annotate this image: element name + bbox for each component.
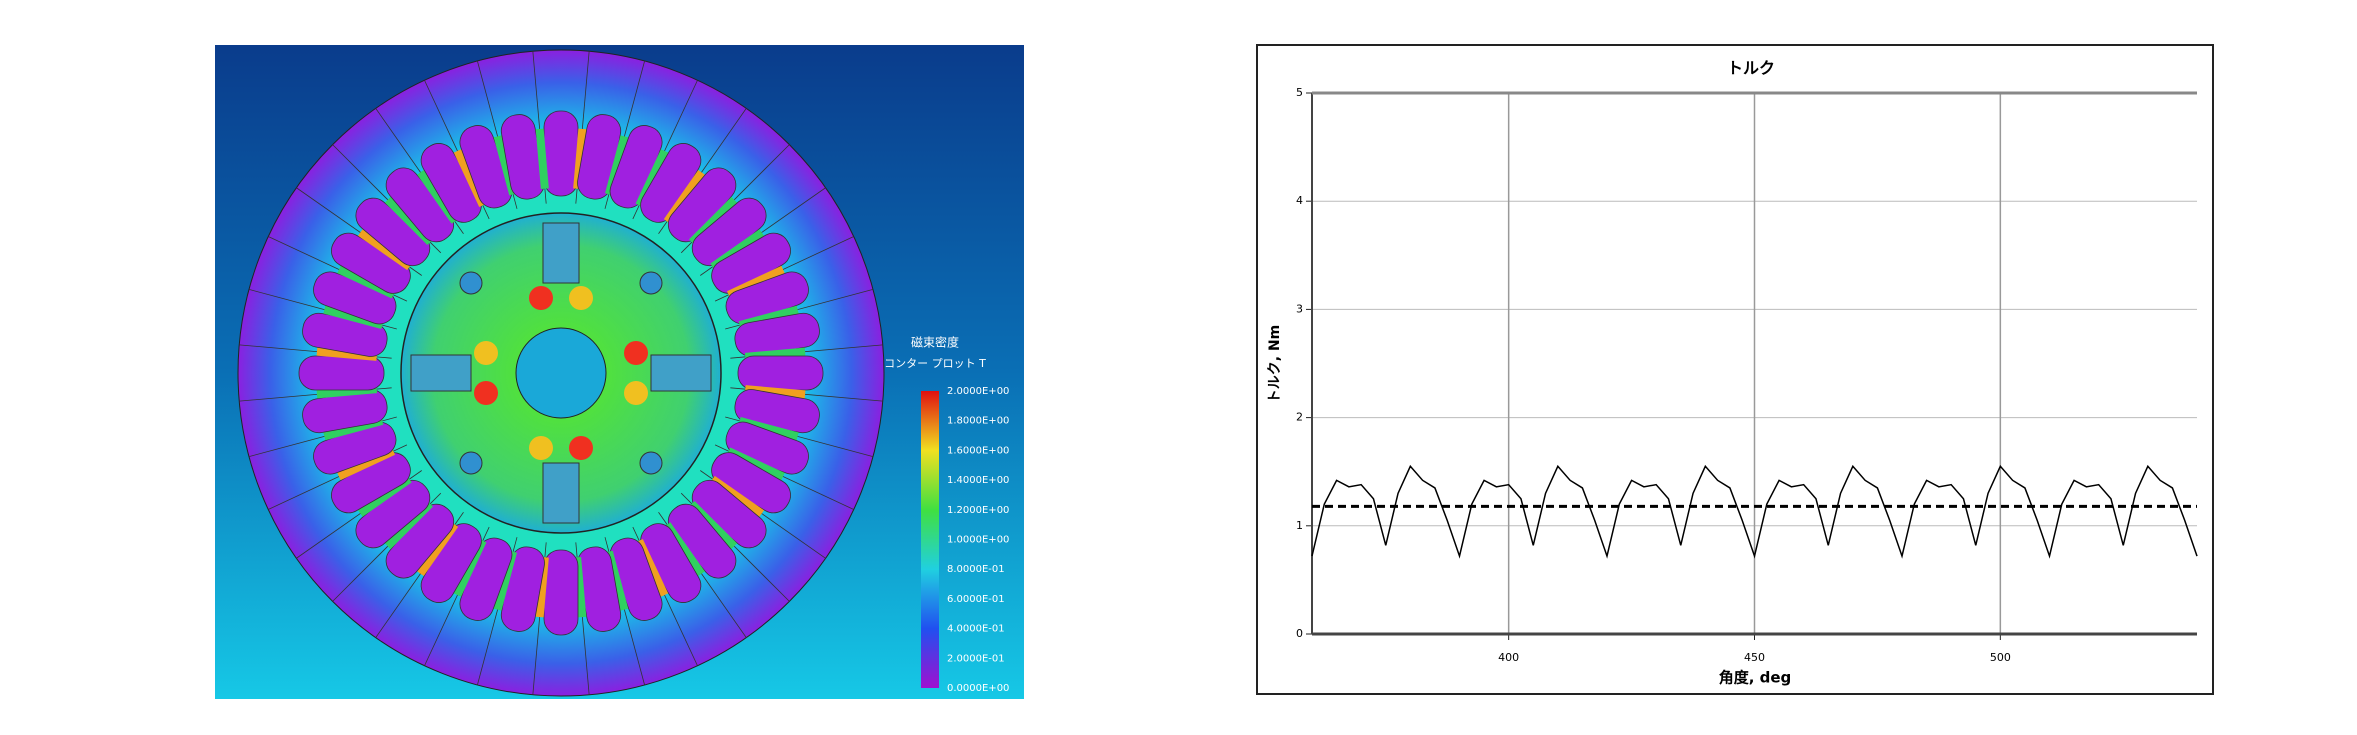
torque-line [1311, 464, 2198, 559]
rotor-hotspot [624, 381, 648, 405]
legend-label: 1.0000E+00 [947, 535, 1009, 546]
torque-chart: トルク 角度, deg トルク, Nm 0 1 2 3 4 5 400 450 500 [1256, 44, 2214, 695]
x-tick-label: 500 [1990, 651, 2011, 664]
y-tick-label: 5 [1296, 86, 1303, 99]
rotor-pole [459, 436, 593, 524]
legend-label: 2.0000E+00 [947, 386, 1009, 397]
rotor-magnet [410, 354, 472, 392]
rotor-magnet [542, 462, 580, 524]
tooth-hotspot [535, 556, 549, 618]
chart-frame [1256, 44, 2214, 695]
legend-label: 0.0000E+00 [947, 683, 1009, 694]
legend-label: 1.2000E+00 [947, 505, 1009, 516]
tooth-hotspot [316, 347, 378, 361]
y-axis-label: トルク, Nm [1267, 325, 1283, 404]
rotor-hotspot [569, 436, 593, 460]
y-tick-label: 4 [1296, 194, 1303, 207]
rotor-magnet [650, 354, 712, 392]
chart-title: トルク [1727, 59, 1775, 78]
rotor-pole [410, 271, 498, 405]
tooth-hotspot [744, 385, 806, 399]
legend-label: 1.4000E+00 [947, 475, 1009, 486]
rotor-hotspot [624, 341, 648, 365]
rotor-hole [459, 451, 483, 475]
stator-slot [543, 110, 579, 197]
y-tick-label: 3 [1296, 302, 1303, 315]
legend-title: 磁束密度 [911, 335, 959, 350]
tooth-hotspot [417, 522, 459, 576]
x-axis-label: 角度, deg [1719, 669, 1792, 687]
tooth-hotspot [605, 135, 629, 196]
tooth-hotspot [323, 305, 384, 329]
tooth-hotspot [726, 447, 785, 481]
shaft [515, 327, 607, 419]
legend-label: 2.0000E-01 [947, 653, 1005, 664]
stator-slot [737, 355, 824, 391]
rotor-pole [624, 341, 712, 475]
y-tick-label: 2 [1296, 411, 1303, 424]
tooth-hotspot [535, 128, 549, 190]
rotor-hotspot [474, 341, 498, 365]
rotor-hotspot [529, 286, 553, 310]
legend-label: 1.6000E+00 [947, 445, 1009, 456]
rotor-hole [639, 451, 663, 475]
legend-label: 8.0000E-01 [947, 564, 1005, 575]
legend-subtitle: コンター プロット T [884, 357, 986, 370]
y-tick-label: 1 [1296, 519, 1303, 532]
tooth-hotspot [663, 170, 705, 224]
tooth-hotspot [710, 475, 764, 517]
stator-slots [239, 51, 883, 695]
tooth-hotspot [738, 417, 799, 441]
legend-label: 6.0000E-01 [947, 594, 1005, 605]
tooth-hotspot [453, 538, 487, 597]
tooth-hotspot [358, 229, 412, 271]
color-bar [921, 391, 939, 688]
tooth-hotspot [337, 265, 396, 299]
stator-slot [298, 355, 385, 391]
simulation-panel: 磁束密度 コンター プロット T 2.0000E+00 1.8000E+00 1.6… [215, 45, 1024, 699]
y-tick-label: 0 [1296, 627, 1303, 640]
rotor-hole [639, 271, 663, 295]
rotor-magnet [542, 222, 580, 284]
rotor-pole [529, 222, 663, 310]
rotor-hotspot [529, 436, 553, 460]
legend-label: 1.8000E+00 [947, 416, 1009, 427]
x-tick-label: 400 [1498, 651, 1519, 664]
x-tick-label: 450 [1744, 651, 1765, 664]
tooth-hotspot [635, 149, 669, 208]
legend-label: 4.0000E-01 [947, 624, 1005, 635]
rotor-hole [459, 271, 483, 295]
tooth-hotspot [493, 550, 517, 611]
rotor-hotspot [474, 381, 498, 405]
tooth-hotspot [573, 128, 587, 190]
stator-slot [543, 549, 579, 636]
rotor-hotspot [569, 286, 593, 310]
